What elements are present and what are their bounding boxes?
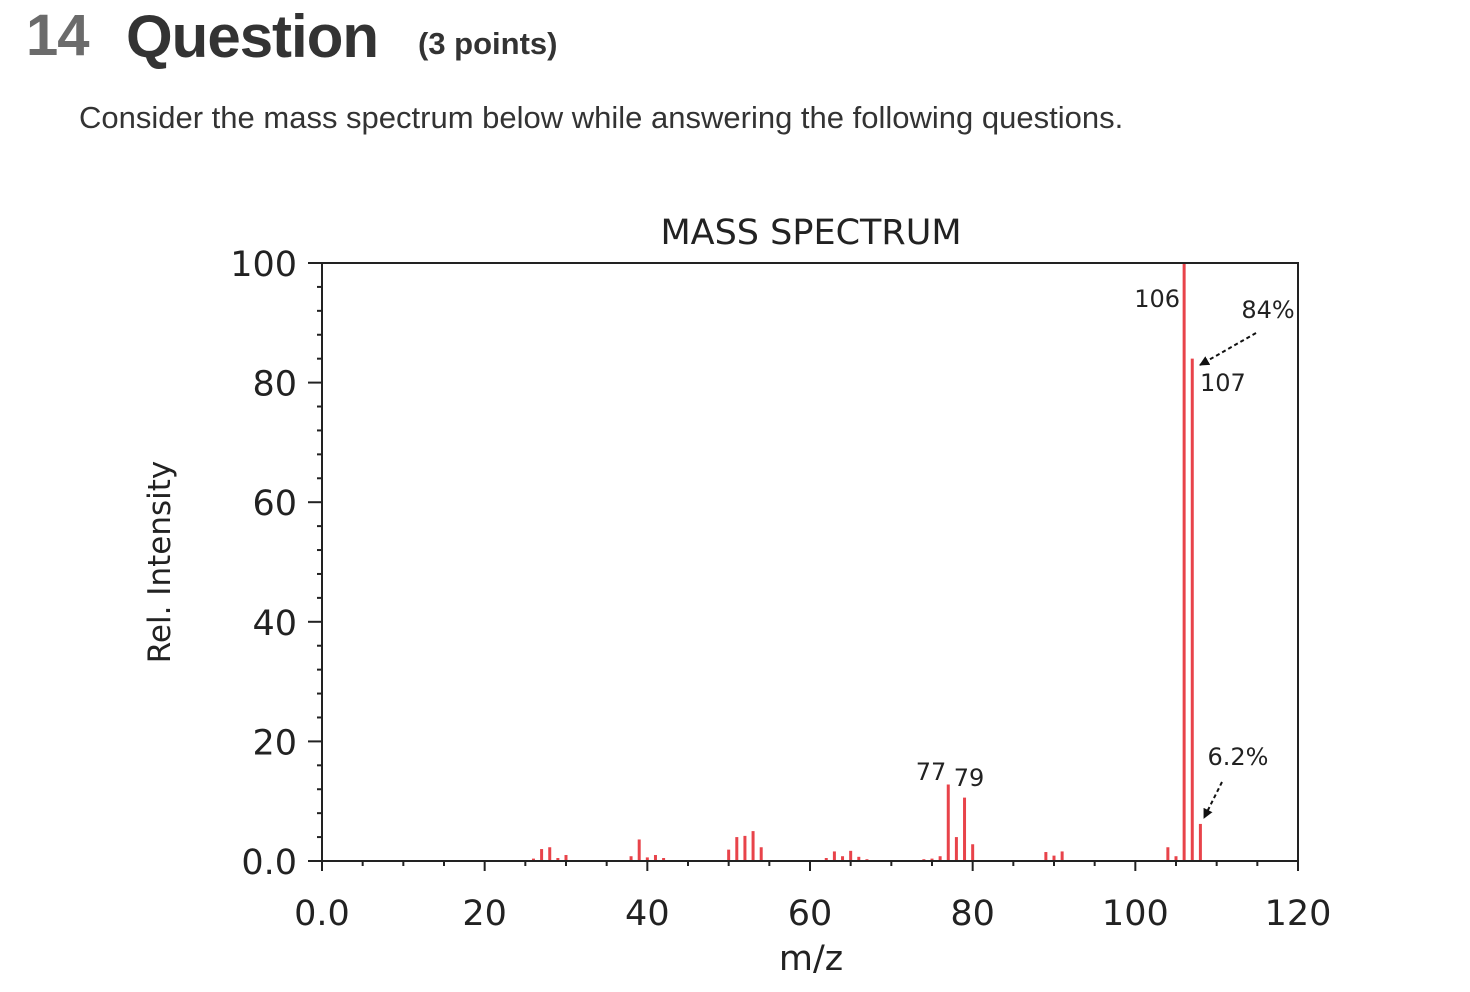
question-number: 14 <box>26 3 90 68</box>
x-tick-label: 60 <box>788 894 833 934</box>
question-title: Question <box>126 3 379 70</box>
x-tick-label: 120 <box>1265 894 1332 934</box>
annotation-label: 84% <box>1241 296 1294 324</box>
peak-label-77: 77 <box>916 758 947 786</box>
y-axis-label: Rel. Intensity <box>142 461 178 663</box>
annotation-arrow <box>1203 781 1223 819</box>
question-prompt: Consider the mass spectrum below while a… <box>79 100 1124 135</box>
annotation-label: 6.2% <box>1208 743 1269 771</box>
peak-label-79: 79 <box>954 764 985 792</box>
plot-frame <box>321 262 1299 862</box>
y-tick-label: 20 <box>252 723 297 763</box>
x-tick-label: 80 <box>950 894 995 934</box>
annotation-arrow <box>1199 332 1257 366</box>
y-tick-label: 0.0 <box>241 843 297 883</box>
peak-label-107: 107 <box>1200 369 1246 397</box>
y-tick-label: 100 <box>230 245 297 285</box>
x-tick-label: 40 <box>625 894 670 934</box>
chart-title: MASS SPECTRUM <box>660 213 961 253</box>
x-tick-label: 20 <box>462 894 507 934</box>
question-points: (3 points) <box>418 26 558 61</box>
peak-label-106: 106 <box>1134 285 1180 313</box>
x-tick-label: 100 <box>1102 894 1169 934</box>
x-axis-label: m/z <box>779 939 843 979</box>
x-tick-label: 0.0 <box>294 894 350 934</box>
y-tick-label: 40 <box>252 604 297 644</box>
y-tick-label: 60 <box>252 484 297 524</box>
y-tick-label: 80 <box>252 365 297 405</box>
